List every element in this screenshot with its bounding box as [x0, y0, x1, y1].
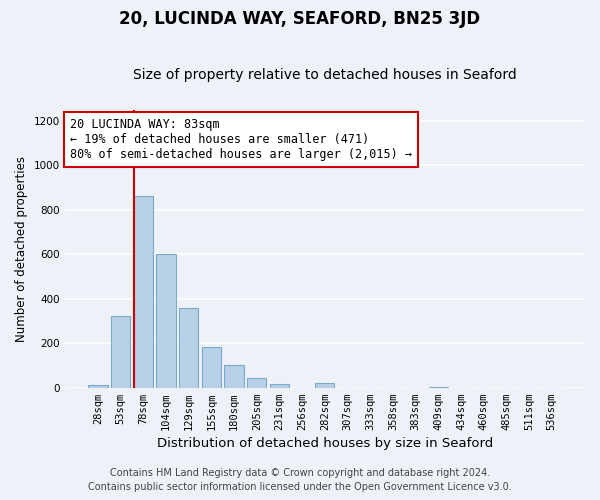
Text: Contains HM Land Registry data © Crown copyright and database right 2024.
Contai: Contains HM Land Registry data © Crown c… [88, 468, 512, 492]
Text: 20, LUCINDA WAY, SEAFORD, BN25 3JD: 20, LUCINDA WAY, SEAFORD, BN25 3JD [119, 10, 481, 28]
Bar [224, 366, 244, 388]
Bar [270, 384, 289, 388]
Title: Size of property relative to detached houses in Seaford: Size of property relative to detached ho… [133, 68, 517, 82]
Bar [247, 378, 266, 388]
Bar [428, 386, 448, 388]
Text: 20 LUCINDA WAY: 83sqm
← 19% of detached houses are smaller (471)
80% of semi-det: 20 LUCINDA WAY: 83sqm ← 19% of detached … [70, 118, 412, 161]
Bar [88, 386, 107, 388]
X-axis label: Distribution of detached houses by size in Seaford: Distribution of detached houses by size … [157, 437, 493, 450]
Bar [111, 316, 130, 388]
Bar [134, 196, 153, 388]
Bar [202, 346, 221, 388]
Bar [157, 254, 176, 388]
Bar [315, 383, 334, 388]
Y-axis label: Number of detached properties: Number of detached properties [15, 156, 28, 342]
Bar [179, 308, 199, 388]
